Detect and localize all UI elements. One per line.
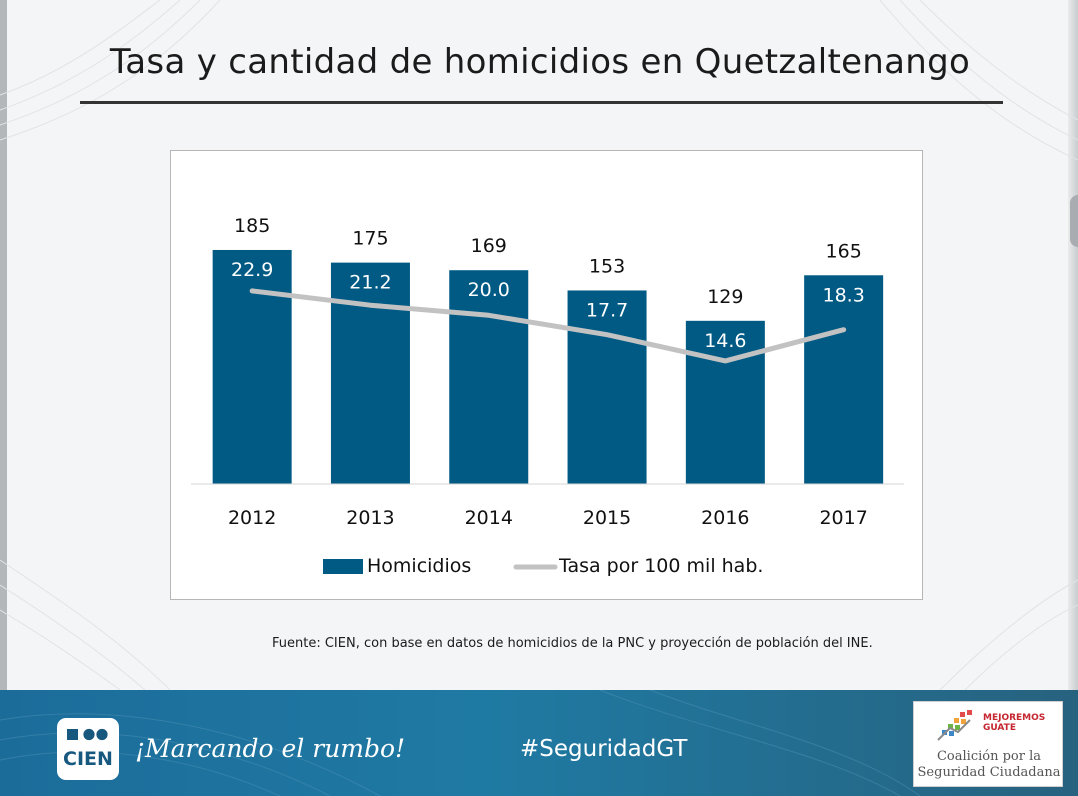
- bar-2014: [449, 270, 529, 484]
- footer-waves: [0, 690, 921, 796]
- bar-2017: [804, 275, 884, 484]
- bar-2012: [212, 249, 292, 484]
- line-value-label-2015: 17.7: [586, 299, 628, 321]
- legend-label-homicidios: Homicidios: [367, 555, 471, 577]
- series-line-tasa: [249, 288, 847, 364]
- x-tick-label-2014: 2014: [465, 507, 513, 529]
- background-waves: [0, 0, 1078, 690]
- legend-swatch-homicidios: [323, 559, 363, 574]
- x-tick-label-2016: 2016: [701, 507, 749, 529]
- slogan: ¡Marcando el rumbo!: [135, 734, 406, 763]
- partner-logo-card: MEJOREMOS GUATE Coalición por la Segurid…: [913, 701, 1063, 787]
- x-tick-label-2012: 2012: [228, 507, 276, 529]
- line-value-label-2012: 22.9: [231, 259, 273, 281]
- bar-value-label-2013: 175: [352, 228, 388, 250]
- slide-left-edge: [0, 0, 7, 690]
- bar-value-label-2016: 129: [707, 286, 743, 308]
- partner-brand: MEJOREMOS GUATE: [983, 713, 1046, 733]
- bar-2016: [685, 320, 765, 484]
- x-tick-label-2017: 2017: [819, 507, 867, 529]
- bar-value-label-2014: 169: [471, 235, 507, 257]
- slide-right-edge: [1068, 0, 1078, 690]
- chart-panel: 185 175 169 153 129 165 22.9 21.2 20.0 17.7 14.6 1…: [170, 150, 923, 600]
- source-note: Fuente: CIEN, con base en datos de homic…: [272, 636, 873, 651]
- cien-logo: CIEN: [57, 718, 119, 780]
- bar-value-label-2015: 153: [589, 255, 625, 277]
- chart: 185 175 169 153 129 165 22.9 21.2 20.0 17.7 14.6 1…: [191, 215, 904, 577]
- bar-value-label-2017: 165: [826, 240, 862, 262]
- title-underline: [80, 101, 1003, 104]
- bar-2013: [330, 262, 410, 484]
- line-value-label-2016: 14.6: [704, 330, 746, 352]
- mejoremos-guate-icon: [937, 710, 972, 741]
- bar-value-label-2012: 185: [234, 215, 270, 237]
- legend-label-tasa: Tasa por 100 mil hab.: [558, 555, 763, 577]
- line-value-label-2013: 21.2: [349, 272, 391, 294]
- hashtag: #SeguridadGT: [520, 736, 688, 762]
- legend: Homicidios Tasa por 100 mil hab.: [323, 555, 763, 577]
- line-value-label-2017: 18.3: [822, 284, 864, 306]
- line-value-label-2014: 20.0: [468, 279, 510, 301]
- x-tick-label-2015: 2015: [583, 507, 631, 529]
- x-tick-label-2013: 2013: [346, 507, 394, 529]
- scroll-tab[interactable]: [1070, 195, 1078, 247]
- partner-name: Coalición por la Seguridad Ciudadana: [917, 749, 1061, 780]
- footer-bar: CIEN ¡Marcando el rumbo! #SeguridadGT ME…: [0, 690, 1078, 796]
- slide-title: Tasa y cantidad de homicidios en Quetzal…: [109, 42, 971, 82]
- bar-2015: [567, 290, 647, 484]
